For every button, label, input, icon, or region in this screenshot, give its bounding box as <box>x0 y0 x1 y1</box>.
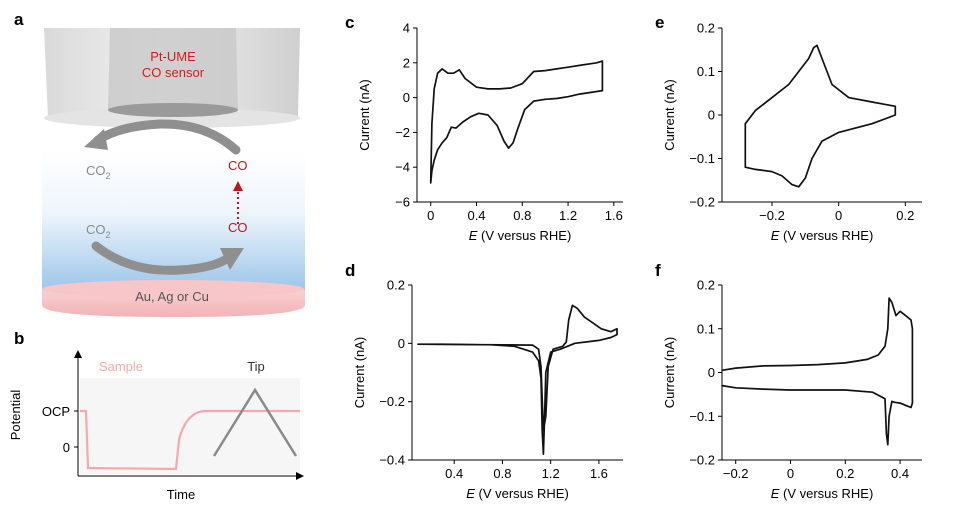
sample-potential-trace <box>80 409 300 471</box>
x-tick-label-e: −0.2 <box>759 208 785 223</box>
y-axis-label-e: Current (nA) <box>662 79 677 151</box>
panel-label-a: a <box>14 10 24 29</box>
x-tick-label-e: 0 <box>835 208 842 223</box>
surface-cycle-arrow <box>91 241 233 275</box>
y-tick-label-d: −0.2 <box>379 394 405 409</box>
x-tick-label-c: 0 <box>427 208 434 223</box>
x-axis-label-c: E (V versus RHE) <box>469 228 572 243</box>
sample-label: Sample <box>99 359 143 374</box>
x-tick-label-c: 1.2 <box>559 208 577 223</box>
y-tick-label-f: 0.1 <box>697 321 715 336</box>
panel-c: c 0 0.4 0.8 1.2 1.6 −6 −4 −2 0 2 4 E (V versus RHE)… <box>345 13 623 243</box>
panel-label-d: d <box>345 261 355 280</box>
panel-b: b OCP 0 Potential Time Sample Tip <box>8 329 304 502</box>
surface-co2-label: CO2 <box>86 222 111 240</box>
x-tick-label-d: 1.6 <box>590 466 608 481</box>
x-axis-label-d: E (V versus RHE) <box>466 486 569 501</box>
y-tick-label-e: −0.1 <box>689 151 715 166</box>
y-tick-label-e: −0.2 <box>689 195 715 210</box>
y-tick-label-e: 0.1 <box>697 64 715 79</box>
x-tick-label-e: 0.2 <box>896 208 914 223</box>
tip-co-label: CO <box>228 158 248 173</box>
y-tick-label-c: −2 <box>395 125 410 140</box>
x-tick-label-d: 1.2 <box>542 466 560 481</box>
x-tick-label-d: 0.4 <box>445 466 463 481</box>
panel-label-e: e <box>655 13 664 32</box>
cv-curve-e <box>744 44 897 188</box>
potential-axis-label: Potential <box>8 390 23 441</box>
panel-f: f −0.2 0 0.2 0.4 −0.2 −0.1 0 0.1 0.2 E (V versus … <box>655 261 922 501</box>
y-axis-label-d: Current (nA) <box>352 337 367 409</box>
x-tick-label-f: 0.4 <box>891 466 909 481</box>
x-tick-label-d: 0.8 <box>493 466 511 481</box>
y-tick-label-c: 2 <box>403 55 410 70</box>
potential-plot-area <box>80 378 300 474</box>
y-tick-label-c: −6 <box>395 195 410 210</box>
y-tick-label-f: 0 <box>708 365 715 380</box>
x-tick-label-f: 0 <box>787 466 794 481</box>
tip-label: Tip <box>247 359 265 374</box>
cv-curve-c <box>429 60 604 184</box>
tip-core <box>108 28 238 110</box>
panel-e: e −0.2 0 0.2 −0.2 −0.1 0 0.1 0.2 E (V versus RHE… <box>655 13 922 243</box>
tip-electrode <box>108 103 238 117</box>
x-tick-label-c: 0.4 <box>467 208 485 223</box>
x-tick-label-f: −0.2 <box>723 466 749 481</box>
tip-co2-label: CO2 <box>86 163 111 181</box>
y-tick-label-c: 4 <box>403 21 410 36</box>
y-tick-label-d: 0.2 <box>387 278 405 293</box>
tip-cycle-arrowhead <box>84 129 108 150</box>
y-tick-label-c: −4 <box>395 160 410 175</box>
sensor-subtitle: CO sensor <box>142 65 205 80</box>
y-tick-label-e: 0 <box>708 108 715 123</box>
time-axis-label: Time <box>167 487 195 502</box>
panel-d: d 0.4 0.8 1.2 1.6 −0.4 −0.2 0 0.2 E (V versus RH… <box>345 261 623 501</box>
tip-potential-trace <box>212 387 298 457</box>
surface-cycle-arrowhead <box>220 248 244 270</box>
panel-a: a Au, Ag or Cu Pt-UME CO sensor CO2 CO C… <box>14 10 305 317</box>
x-tick-label-c: 1.6 <box>605 208 623 223</box>
x-axis-arrow <box>296 472 304 480</box>
y-tick-label-c: 0 <box>403 90 410 105</box>
y-tick-label-f: −0.1 <box>689 409 715 424</box>
panel-label-c: c <box>345 13 354 32</box>
y-tick-label-d: −0.4 <box>379 453 405 468</box>
x-axis-label-f: E (V versus RHE) <box>771 486 874 501</box>
substrate-top <box>42 280 304 298</box>
panel-label-f: f <box>655 261 661 280</box>
panel-label-b: b <box>14 329 24 348</box>
y-axis-label-c: Current (nA) <box>357 79 372 151</box>
y-tick-label-d: 0 <box>398 336 405 351</box>
zero-tick-label: 0 <box>63 440 70 455</box>
sensor-title: Pt-UME <box>150 49 196 64</box>
substrate-label: Au, Ag or Cu <box>135 289 209 304</box>
y-axis-label-f: Current (nA) <box>662 337 677 409</box>
y-tick-label-f: −0.2 <box>689 453 715 468</box>
x-tick-label-f: 0.2 <box>836 466 854 481</box>
cv-curve-f <box>721 297 914 446</box>
tip-end <box>44 108 300 128</box>
cv-curve-d <box>417 304 618 456</box>
surface-co-label: CO <box>228 220 248 235</box>
x-tick-label-c: 0.8 <box>513 208 531 223</box>
y-axis-arrow <box>74 350 82 358</box>
y-tick-label-f: 0.2 <box>697 278 715 293</box>
ocp-tick-label: OCP <box>42 404 70 419</box>
y-tick-label-e: 0.2 <box>697 21 715 36</box>
tip-cycle-arrow <box>93 119 241 155</box>
x-axis-label-e: E (V versus RHE) <box>771 228 874 243</box>
